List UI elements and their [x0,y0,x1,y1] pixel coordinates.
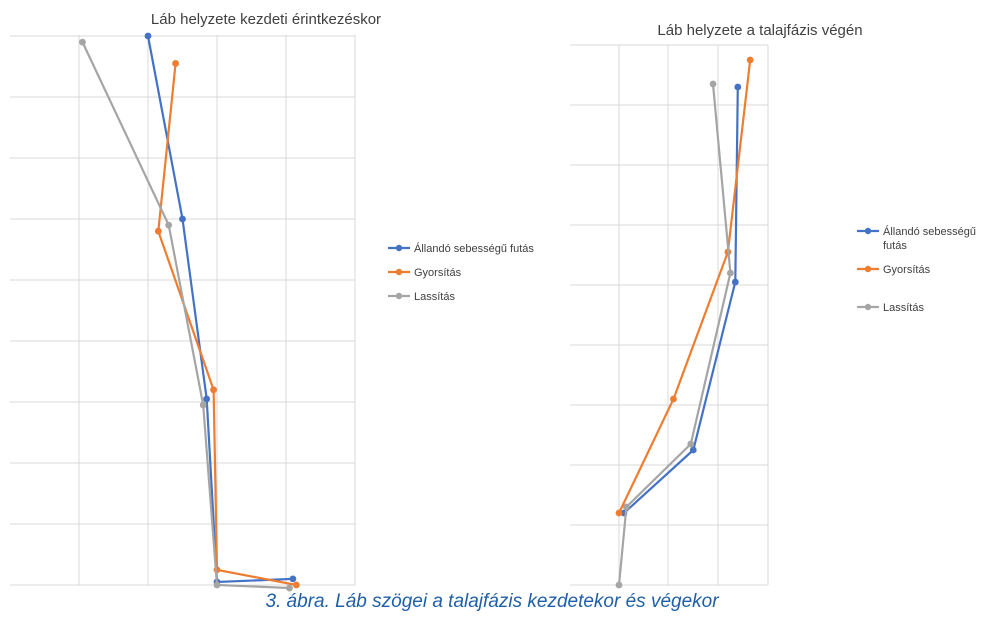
chart-1-title: Láb helyzete kezdeti érintkezéskor [151,11,381,28]
figure-caption: 3. ábra. Láb szögei a talajfázis kezdete… [265,591,719,612]
data-point [726,269,734,277]
legend-label: Lassítás [414,291,455,303]
legend-label: Gyorsítás [414,267,462,279]
legend-swatch-marker [864,227,872,235]
data-point [179,215,186,223]
data-point [746,56,754,64]
data-point [199,401,207,409]
chart-2-title: Láb helyzete a talajfázis végén [657,22,862,39]
data-point [144,32,152,40]
legend-swatch-marker [864,265,872,273]
legend-item: Állandó sebességű futás [388,242,534,255]
data-point [623,503,630,511]
legend-label: Lassítás [883,302,924,314]
series-line [617,83,732,586]
data-point [615,509,623,517]
data-point [670,395,677,403]
legend-item: Állandó sebességű futás [857,225,976,252]
data-point [79,38,86,46]
legend-swatch-marker [864,303,872,311]
data-point [172,60,180,67]
data-point [709,80,717,88]
series-line [623,86,739,514]
legend-swatch-marker [395,244,403,252]
data-point [154,227,162,235]
legend-label: Gyorsítás [883,264,931,276]
series-Gyorsítás [615,56,754,517]
data-point [203,395,211,403]
series-Lassítás [615,80,734,589]
legend-item: Gyorsítás [857,264,931,276]
data-point [292,581,300,589]
legend-swatch-marker [395,268,403,276]
legend-swatch-marker [395,292,403,300]
data-point [165,221,173,229]
legend-item: Lassítás [388,291,455,303]
legend-item: Lassítás [857,302,924,314]
data-point [687,440,695,448]
series-Lassítás [79,38,293,592]
data-point [286,584,293,592]
data-point [210,386,217,394]
data-point [731,278,739,286]
series-line [618,59,752,514]
data-point [289,575,297,583]
data-point [615,581,623,589]
legend-item: Gyorsítás [388,267,462,279]
data-point [213,581,221,589]
data-point [689,446,697,454]
data-point [734,83,742,91]
legend-label: Állandó sebességű futás [414,242,534,255]
legend-label: Állandó sebességű futás [883,225,976,252]
